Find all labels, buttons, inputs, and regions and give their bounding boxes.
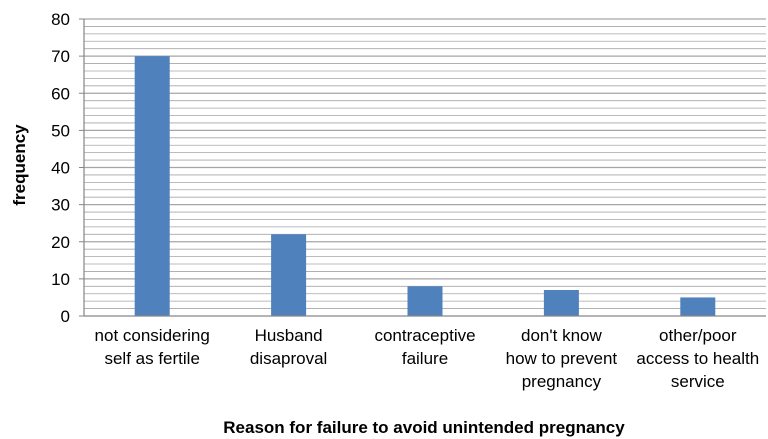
category-label: don't know how to prevent pregnancy (506, 326, 618, 391)
x-axis-title: Reason for failure to avoid unintended p… (223, 418, 625, 437)
y-tick-label: 20 (51, 233, 70, 252)
category-label-line: contraceptive (374, 326, 475, 345)
y-tick-label: 10 (51, 270, 70, 289)
bar (134, 56, 170, 316)
bar (543, 290, 579, 316)
category-label: other/poor access to health service (636, 326, 759, 391)
y-axis-ticks: 0 10 20 30 40 50 60 70 80 (51, 10, 84, 326)
category-label-line: Husband (255, 326, 323, 345)
category-label-line: not considering (95, 326, 210, 345)
y-tick-label: 60 (51, 84, 70, 103)
y-tick-label: 50 (51, 121, 70, 140)
y-tick-label: 0 (61, 307, 70, 326)
category-label: contraceptive failure (374, 326, 475, 368)
category-label-line: failure (402, 349, 448, 368)
bar (407, 286, 443, 316)
gridlines (84, 18, 766, 309)
bar (680, 297, 716, 316)
bar (271, 234, 307, 316)
category-label-line: service (671, 372, 725, 391)
category-label-line: self as fertile (104, 349, 199, 368)
y-axis-title: frequency (10, 124, 29, 206)
category-label-line: other/poor (659, 326, 737, 345)
category-label-line: pregnancy (522, 372, 602, 391)
category-label-line: disaproval (250, 349, 328, 368)
y-tick-label: 70 (51, 47, 70, 66)
y-tick-label: 40 (51, 159, 70, 178)
bars (134, 56, 716, 316)
x-axis-category-labels: not considering self as fertile Husband dis… (95, 326, 760, 391)
category-label-line: don't know (521, 326, 602, 345)
category-label-line: how to prevent (506, 349, 618, 368)
category-label: not considering self as fertile (95, 326, 210, 368)
y-tick-label: 80 (51, 10, 70, 29)
axes (83, 19, 766, 317)
y-tick-label: 30 (51, 196, 70, 215)
category-label-line: access to health (636, 349, 759, 368)
category-label: Husband disaproval (250, 326, 328, 368)
